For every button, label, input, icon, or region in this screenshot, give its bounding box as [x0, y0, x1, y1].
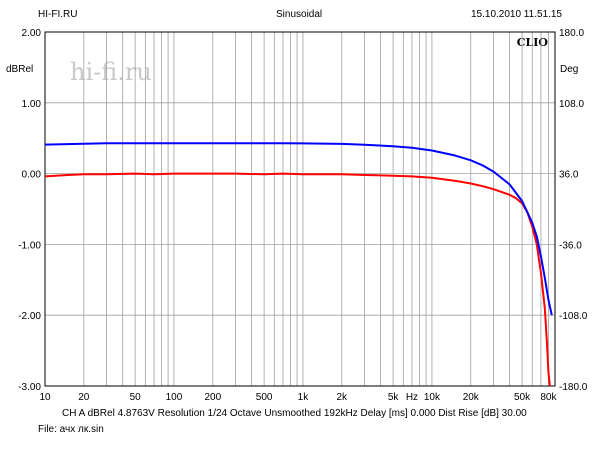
plot-frame [44, 31, 556, 387]
y-axis-left-label: dBRel [6, 64, 34, 75]
header-left: HI-FI.RU [38, 9, 78, 20]
y-left-tick-label: -2.00 [18, 311, 41, 322]
header-title: Sinusoidal [276, 9, 323, 20]
magnitude-curve [44, 172, 551, 387]
y-right-tick-label: 180.0 [559, 28, 584, 39]
x-tick-label: 10k [424, 392, 441, 403]
x-tick-label: 1k [298, 392, 310, 403]
y-right-tick-label: 36.0 [559, 170, 579, 181]
y-left-tick-label: 2.00 [22, 28, 42, 39]
y-right-tick-label: 108.0 [559, 99, 584, 110]
y-right-tick-label: -108.0 [559, 311, 588, 322]
x-tick-label: 20 [78, 392, 90, 403]
watermark-text: hi-fi.ru [70, 58, 152, 86]
y-left-tick-label: -1.00 [18, 240, 41, 251]
phase-curve [44, 142, 553, 316]
y-left-tick-label: -3.00 [18, 382, 41, 393]
y-left-tick-label: 1.00 [22, 99, 42, 110]
measurement-settings: CH A dBRel 4.8763V Resolution 1/24 Octav… [62, 408, 527, 419]
x-tick-label: 2k [336, 392, 348, 403]
x-tick-label: 50k [514, 392, 531, 403]
y-axis-right-label: Deg [560, 64, 579, 75]
y-left-tick-label: 0.00 [22, 170, 42, 181]
x-tick-label: 100 [166, 392, 183, 403]
x-tick-label: 50 [130, 392, 142, 403]
x-tick-label: 500 [256, 392, 273, 403]
x-tick-label: 20k [463, 392, 480, 403]
header-timestamp: 15.10.2010 11.51.15 [470, 9, 562, 20]
x-tick-label: 10 [39, 392, 51, 403]
y-right-tick-label: -180.0 [559, 382, 588, 393]
y-right-tick-label: -36.0 [559, 240, 582, 251]
x-tick-label: Hz [406, 392, 418, 403]
file-name: File: ачх лк.sin [38, 424, 104, 435]
x-tick-label: 5k [388, 392, 400, 403]
x-tick-label: 200 [204, 392, 221, 403]
x-tick-label: 80k [540, 392, 557, 403]
